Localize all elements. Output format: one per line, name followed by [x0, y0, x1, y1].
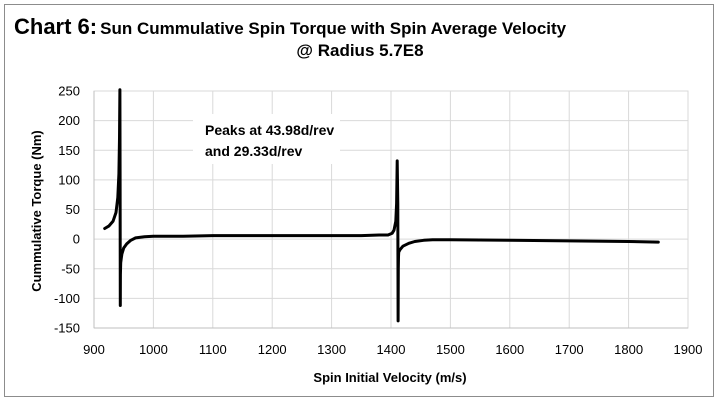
y-tick-label: 50 — [66, 202, 80, 217]
chart-subtitle: @ Radius 5.7E8 — [296, 41, 424, 60]
y-tick-label: 150 — [58, 143, 80, 158]
x-tick-label: 1200 — [258, 342, 287, 357]
grid — [93, 90, 689, 329]
chart-title-line1: Chart 6: Sun Cummulative Spin Torque with… — [14, 14, 566, 40]
x-tick-label: 1300 — [317, 342, 346, 357]
chart-frame — [4, 4, 714, 397]
annotation: Peaks at 43.98d/rev and 29.33d/rev — [193, 114, 340, 164]
x-tick-label: 1500 — [436, 342, 465, 357]
y-tick-label: 100 — [58, 172, 80, 187]
y-tick-label: 200 — [58, 113, 80, 128]
y-axis-title: Cummulative Torque (Nm) — [29, 130, 44, 292]
annotation-line-2: and 29.33d/rev — [205, 143, 302, 159]
x-axis-title: Spin Initial Velocity (m/s) — [313, 370, 466, 385]
x-tick-label: 1900 — [674, 342, 703, 357]
annotation-line-1: Peaks at 43.98d/rev — [205, 122, 334, 138]
annotation-box — [193, 114, 340, 164]
x-tick-label: 1700 — [555, 342, 584, 357]
x-tick-label: 1100 — [199, 342, 227, 357]
y-tick-label: 0 — [73, 232, 80, 247]
x-tick-label: 1800 — [614, 342, 643, 357]
x-tick-label: 1000 — [139, 342, 168, 357]
y-tick-label: -100 — [54, 291, 80, 306]
tick-labels: 900 1000 1100 1200 1300 1400 1500 1600 1700 1800 1… — [54, 84, 702, 358]
y-tick-label: -50 — [61, 261, 80, 276]
x-tick-label: 1600 — [495, 342, 524, 357]
x-tick-label: 1400 — [377, 342, 406, 357]
chart-title: Sun Cummulative Spin Torque with Spin Av… — [100, 19, 567, 38]
chart-tag: Chart 6: — [14, 14, 98, 39]
series-layer — [103, 88, 660, 323]
y-tick-label: -150 — [54, 321, 80, 336]
series-line-0 — [103, 88, 660, 323]
y-tick-label: 250 — [58, 84, 80, 99]
axes — [93, 90, 689, 329]
x-tick-label: 900 — [83, 342, 105, 357]
